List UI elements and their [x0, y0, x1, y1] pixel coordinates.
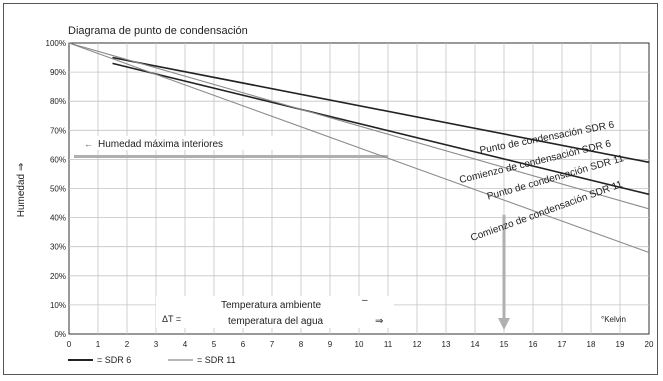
y-tick-label: 80% — [50, 97, 66, 106]
series-line — [68, 42, 650, 254]
x-tick-label: 6 — [241, 340, 246, 349]
legend-label: = SDR 6 — [97, 355, 131, 365]
x-tick-label: 10 — [355, 340, 364, 349]
highlight-marks — [74, 154, 510, 330]
humidity-arrow-icon: ← — [84, 139, 93, 149]
x-tick-label: 2 — [125, 340, 130, 349]
series-line — [112, 56, 650, 164]
y-tick-label: 20% — [50, 272, 66, 281]
x-tick-labels: 0 1 2 3 4 5 6 7 8 9 10 11 12 13 14 15 16 17 18 19 20 — [67, 340, 654, 349]
y-tick-label: 70% — [50, 126, 66, 135]
series-line — [112, 62, 650, 196]
dew-point-chart: Diagrama de punto de condensación 0% 10% 2… — [16, 25, 654, 365]
chart-frame: Diagrama de punto de condensación 0% 10% 2… — [3, 3, 658, 375]
x-tick-label: 8 — [299, 340, 304, 349]
x-tick-label: 13 — [442, 340, 451, 349]
temp-minus: – — [362, 295, 368, 306]
x-tick-label: 9 — [328, 340, 333, 349]
x-tick-label: 4 — [183, 340, 188, 349]
x-tick-label: 3 — [154, 340, 159, 349]
x-tick-label: 12 — [413, 340, 422, 349]
y-tick-label: 60% — [50, 155, 66, 164]
humidity-label: Humedad máxima interiores — [98, 139, 223, 150]
y-tick-label: 100% — [46, 39, 66, 48]
x-tick-label: 5 — [212, 340, 217, 349]
y-axis-label: Humedad ⇒ — [16, 163, 27, 218]
y-tick-label: 40% — [50, 214, 66, 223]
temp-line1: Temperatura ambiente — [221, 300, 321, 311]
x-tick-label: 17 — [558, 340, 567, 349]
legend: = SDR 6 = SDR 11 — [68, 355, 236, 365]
x-tick-label: 14 — [471, 340, 480, 349]
y-tick-label: 0% — [54, 330, 66, 339]
legend-label: = SDR 11 — [197, 355, 236, 365]
y-tick-label: 10% — [50, 301, 66, 310]
temp-line2: temperatura del agua — [228, 316, 324, 327]
x-tick-label: 19 — [616, 340, 625, 349]
humidity-label-bg — [80, 136, 285, 150]
series-line — [68, 42, 650, 210]
x-tick-label: 7 — [270, 340, 275, 349]
chart-title: Diagrama de punto de condensación — [68, 25, 248, 37]
temp-label-bg — [156, 296, 394, 328]
grid-lines — [69, 43, 649, 334]
x-tick-label: 20 — [645, 340, 654, 349]
y-tick-label: 30% — [50, 243, 66, 252]
delta-label: ΔT = — [162, 314, 181, 324]
x-tick-label: 15 — [500, 340, 509, 349]
y-tick-label: 90% — [50, 68, 66, 77]
reading-arrow-icon — [498, 318, 510, 330]
x-tick-label: 16 — [529, 340, 538, 349]
y-tick-labels: 0% 10% 20% 30% 40% 50% 60% 70% 80% 90% 100% — [46, 39, 66, 339]
x-unit-label: °Kelvin — [601, 315, 626, 324]
y-tick-label: 50% — [50, 185, 66, 194]
x-tick-label: 0 — [67, 340, 72, 349]
series-lines — [68, 42, 650, 254]
x-tick-label: 11 — [384, 340, 393, 349]
x-tick-label: 1 — [96, 340, 101, 349]
x-tick-label: 18 — [587, 340, 596, 349]
temp-arrow-icon: ⇒ — [375, 316, 383, 327]
